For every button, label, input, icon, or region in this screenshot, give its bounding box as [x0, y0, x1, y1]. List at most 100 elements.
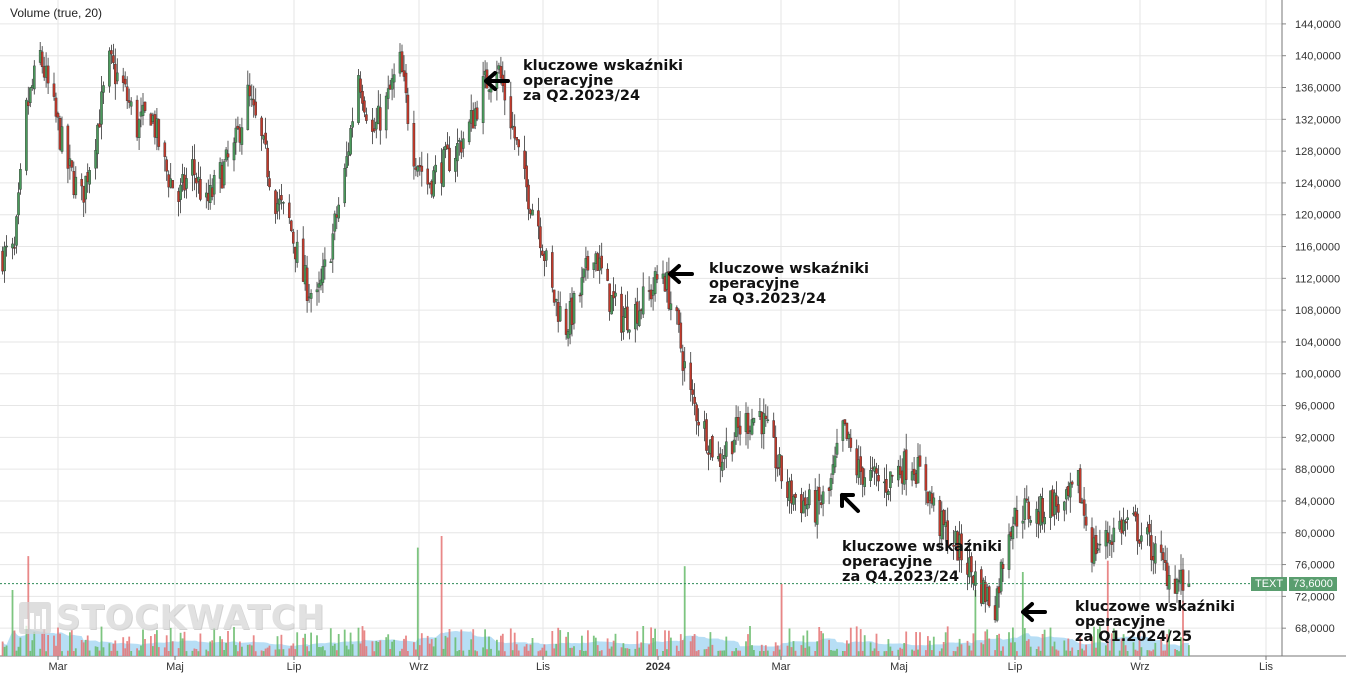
candle-body: [33, 65, 36, 90]
x-tick-label: Wrz: [1130, 661, 1149, 673]
volume-bar: [1010, 642, 1012, 656]
volume-bar: [209, 641, 212, 656]
y-tick-label: 96,0000: [1295, 401, 1335, 413]
volume-bar: [205, 649, 208, 656]
candle-body: [288, 202, 291, 218]
candle-body: [835, 442, 839, 455]
candle-body: [804, 497, 807, 506]
volume-bar: [472, 629, 475, 656]
candle-body: [462, 138, 465, 149]
volume-bar: [223, 650, 225, 656]
volume-bar: [11, 590, 14, 656]
volume-bar: [614, 633, 617, 656]
volume-bar: [179, 632, 182, 656]
candle-body: [817, 486, 821, 501]
volume-bar: [620, 647, 623, 656]
candle-body: [467, 121, 471, 143]
candle-body: [481, 76, 485, 124]
annotation-line: kluczowe wskaźniki: [709, 261, 870, 277]
candle-body: [705, 419, 708, 451]
candle-body: [96, 124, 99, 155]
volume-bar: [905, 631, 908, 656]
volume-bar: [931, 650, 933, 656]
candle-body: [165, 159, 169, 172]
volume-bar: [731, 651, 734, 656]
candle-body: [46, 65, 50, 84]
volume-bar: [780, 584, 783, 656]
volume-bar: [19, 637, 22, 656]
volume-bar: [88, 650, 91, 656]
last-price-tag: TEXT 73,6000: [1251, 577, 1337, 591]
volume-bar: [592, 635, 595, 656]
volume-bar: [67, 650, 69, 656]
x-tick-label: Mar: [772, 661, 791, 673]
candle-body: [541, 250, 544, 256]
candle-body: [1007, 534, 1011, 570]
candle-body: [600, 255, 603, 269]
x-tick-label: Wrz: [409, 661, 428, 673]
candle-body: [904, 449, 908, 480]
volume-bar: [1134, 649, 1137, 656]
volume-bar: [69, 632, 71, 656]
candle-body: [343, 167, 347, 204]
volume-bar: [136, 648, 138, 656]
volume-bar: [1023, 628, 1026, 656]
volume-bar: [420, 633, 423, 656]
candle-body: [974, 571, 977, 586]
volume-bar: [739, 650, 741, 656]
volume-bar: [290, 645, 293, 656]
candle-body: [1140, 535, 1143, 542]
volume-bar: [122, 637, 125, 656]
candle-body: [790, 480, 793, 504]
volume-bar: [816, 641, 819, 656]
volume-bar: [1027, 639, 1030, 656]
candle-body: [960, 533, 963, 561]
volume-bar: [112, 643, 115, 656]
candle-body: [345, 156, 349, 168]
candle-body: [212, 175, 216, 195]
volume-bar: [292, 643, 295, 656]
y-tick-label: 88,0000: [1295, 464, 1335, 476]
annotation-line: za Q1.2024/25: [1075, 629, 1193, 645]
volume-bar: [677, 651, 680, 656]
candle-body: [375, 121, 378, 130]
volume-bar: [565, 636, 567, 656]
volume-bar: [606, 638, 609, 656]
candle-body: [222, 161, 226, 186]
candle-body: [1015, 510, 1019, 527]
volume-bar: [357, 627, 360, 656]
volume-bar: [689, 641, 692, 656]
candle-body: [137, 119, 141, 138]
volume-bar: [5, 645, 8, 656]
volume-bar: [759, 651, 761, 656]
candle-body: [475, 107, 479, 120]
volume-bar: [668, 630, 670, 656]
volume-bar: [1043, 629, 1046, 656]
volume-bar: [863, 635, 866, 656]
candle-body: [833, 455, 837, 468]
volume-bar: [333, 643, 336, 656]
candle-body: [515, 136, 518, 141]
candle-body: [762, 413, 766, 434]
volume-bar: [857, 651, 860, 656]
candle-body: [193, 159, 196, 176]
volume-bar: [942, 642, 945, 656]
candle-body: [626, 306, 629, 331]
candle-body: [681, 351, 685, 371]
volume-bar: [100, 626, 103, 656]
candle-body: [351, 121, 354, 128]
candle-body: [774, 437, 777, 469]
volume-indicator-label[interactable]: Volume (true, 20): [10, 6, 103, 20]
candle-body: [843, 419, 847, 424]
annotation-line: kluczowe wskaźniki: [1075, 599, 1236, 615]
candle-body: [1110, 541, 1114, 545]
volume-bar: [391, 641, 393, 656]
volume-bar: [598, 651, 601, 656]
volume-bar: [800, 645, 803, 656]
volume-bar: [996, 635, 998, 656]
candle-body: [764, 415, 768, 419]
volume-bar: [745, 641, 747, 656]
candle-body: [379, 107, 382, 131]
volume-bar: [1071, 647, 1074, 656]
arrow-left-icon: [1021, 602, 1047, 622]
